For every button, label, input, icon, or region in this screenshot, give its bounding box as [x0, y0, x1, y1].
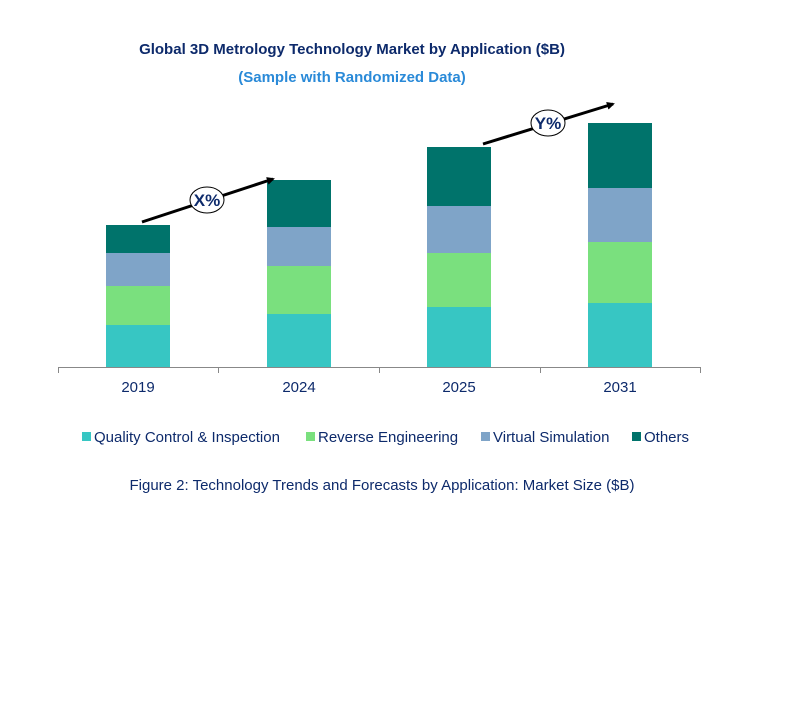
bar-segment-2025-0 [427, 307, 491, 367]
bars [106, 123, 652, 367]
bar-segment-2031-3 [588, 123, 652, 188]
figure-caption: Figure 2: Technology Trends and Forecast… [130, 477, 635, 494]
growth-annotations: X% Y% [141, 101, 615, 224]
growth-label: Y% [535, 114, 561, 133]
growth-badge [530, 109, 566, 137]
chart-title: Global 3D Metrology Technology Market by… [139, 41, 565, 58]
bar-segment-2025-2 [427, 206, 491, 253]
legend-label: Quality Control & Inspection [94, 429, 280, 446]
legend-label: Others [644, 429, 689, 446]
bar-segment-2019-2 [106, 253, 170, 286]
legend: Quality Control & Inspection Reverse Engi… [82, 429, 689, 446]
bar-segment-2024-1 [267, 266, 331, 314]
bar-segment-2019-0 [106, 325, 170, 367]
growth-badge [189, 186, 225, 214]
legend-swatch [82, 432, 91, 441]
chart-subtitle: (Sample with Randomized Data) [238, 69, 466, 86]
bar-segment-2025-1 [427, 253, 491, 307]
legend-swatch [632, 432, 641, 441]
x-tick-label: 2019 [121, 379, 154, 396]
bar-segment-2031-2 [588, 188, 652, 242]
bar-segment-2024-0 [267, 314, 331, 367]
growth-label: X% [194, 191, 220, 210]
legend-label: Virtual Simulation [493, 429, 609, 446]
legend-swatch [306, 432, 315, 441]
bar-segment-2031-1 [588, 242, 652, 303]
x-axis-labels: 2019 2024 2025 2031 [121, 379, 636, 396]
bar-segment-2019-3 [106, 225, 170, 253]
legend-label: Reverse Engineering [318, 429, 458, 446]
bar-segment-2031-0 [588, 303, 652, 367]
bar-segment-2024-2 [267, 227, 331, 266]
bar-segment-2024-3 [267, 180, 331, 227]
x-tick-label: 2031 [603, 379, 636, 396]
x-tick-label: 2025 [442, 379, 475, 396]
x-axis-ticks [58, 367, 701, 373]
bar-segment-2019-1 [106, 286, 170, 325]
bar-segment-2025-3 [427, 147, 491, 206]
legend-swatch [481, 432, 490, 441]
x-tick-label: 2024 [282, 379, 315, 396]
